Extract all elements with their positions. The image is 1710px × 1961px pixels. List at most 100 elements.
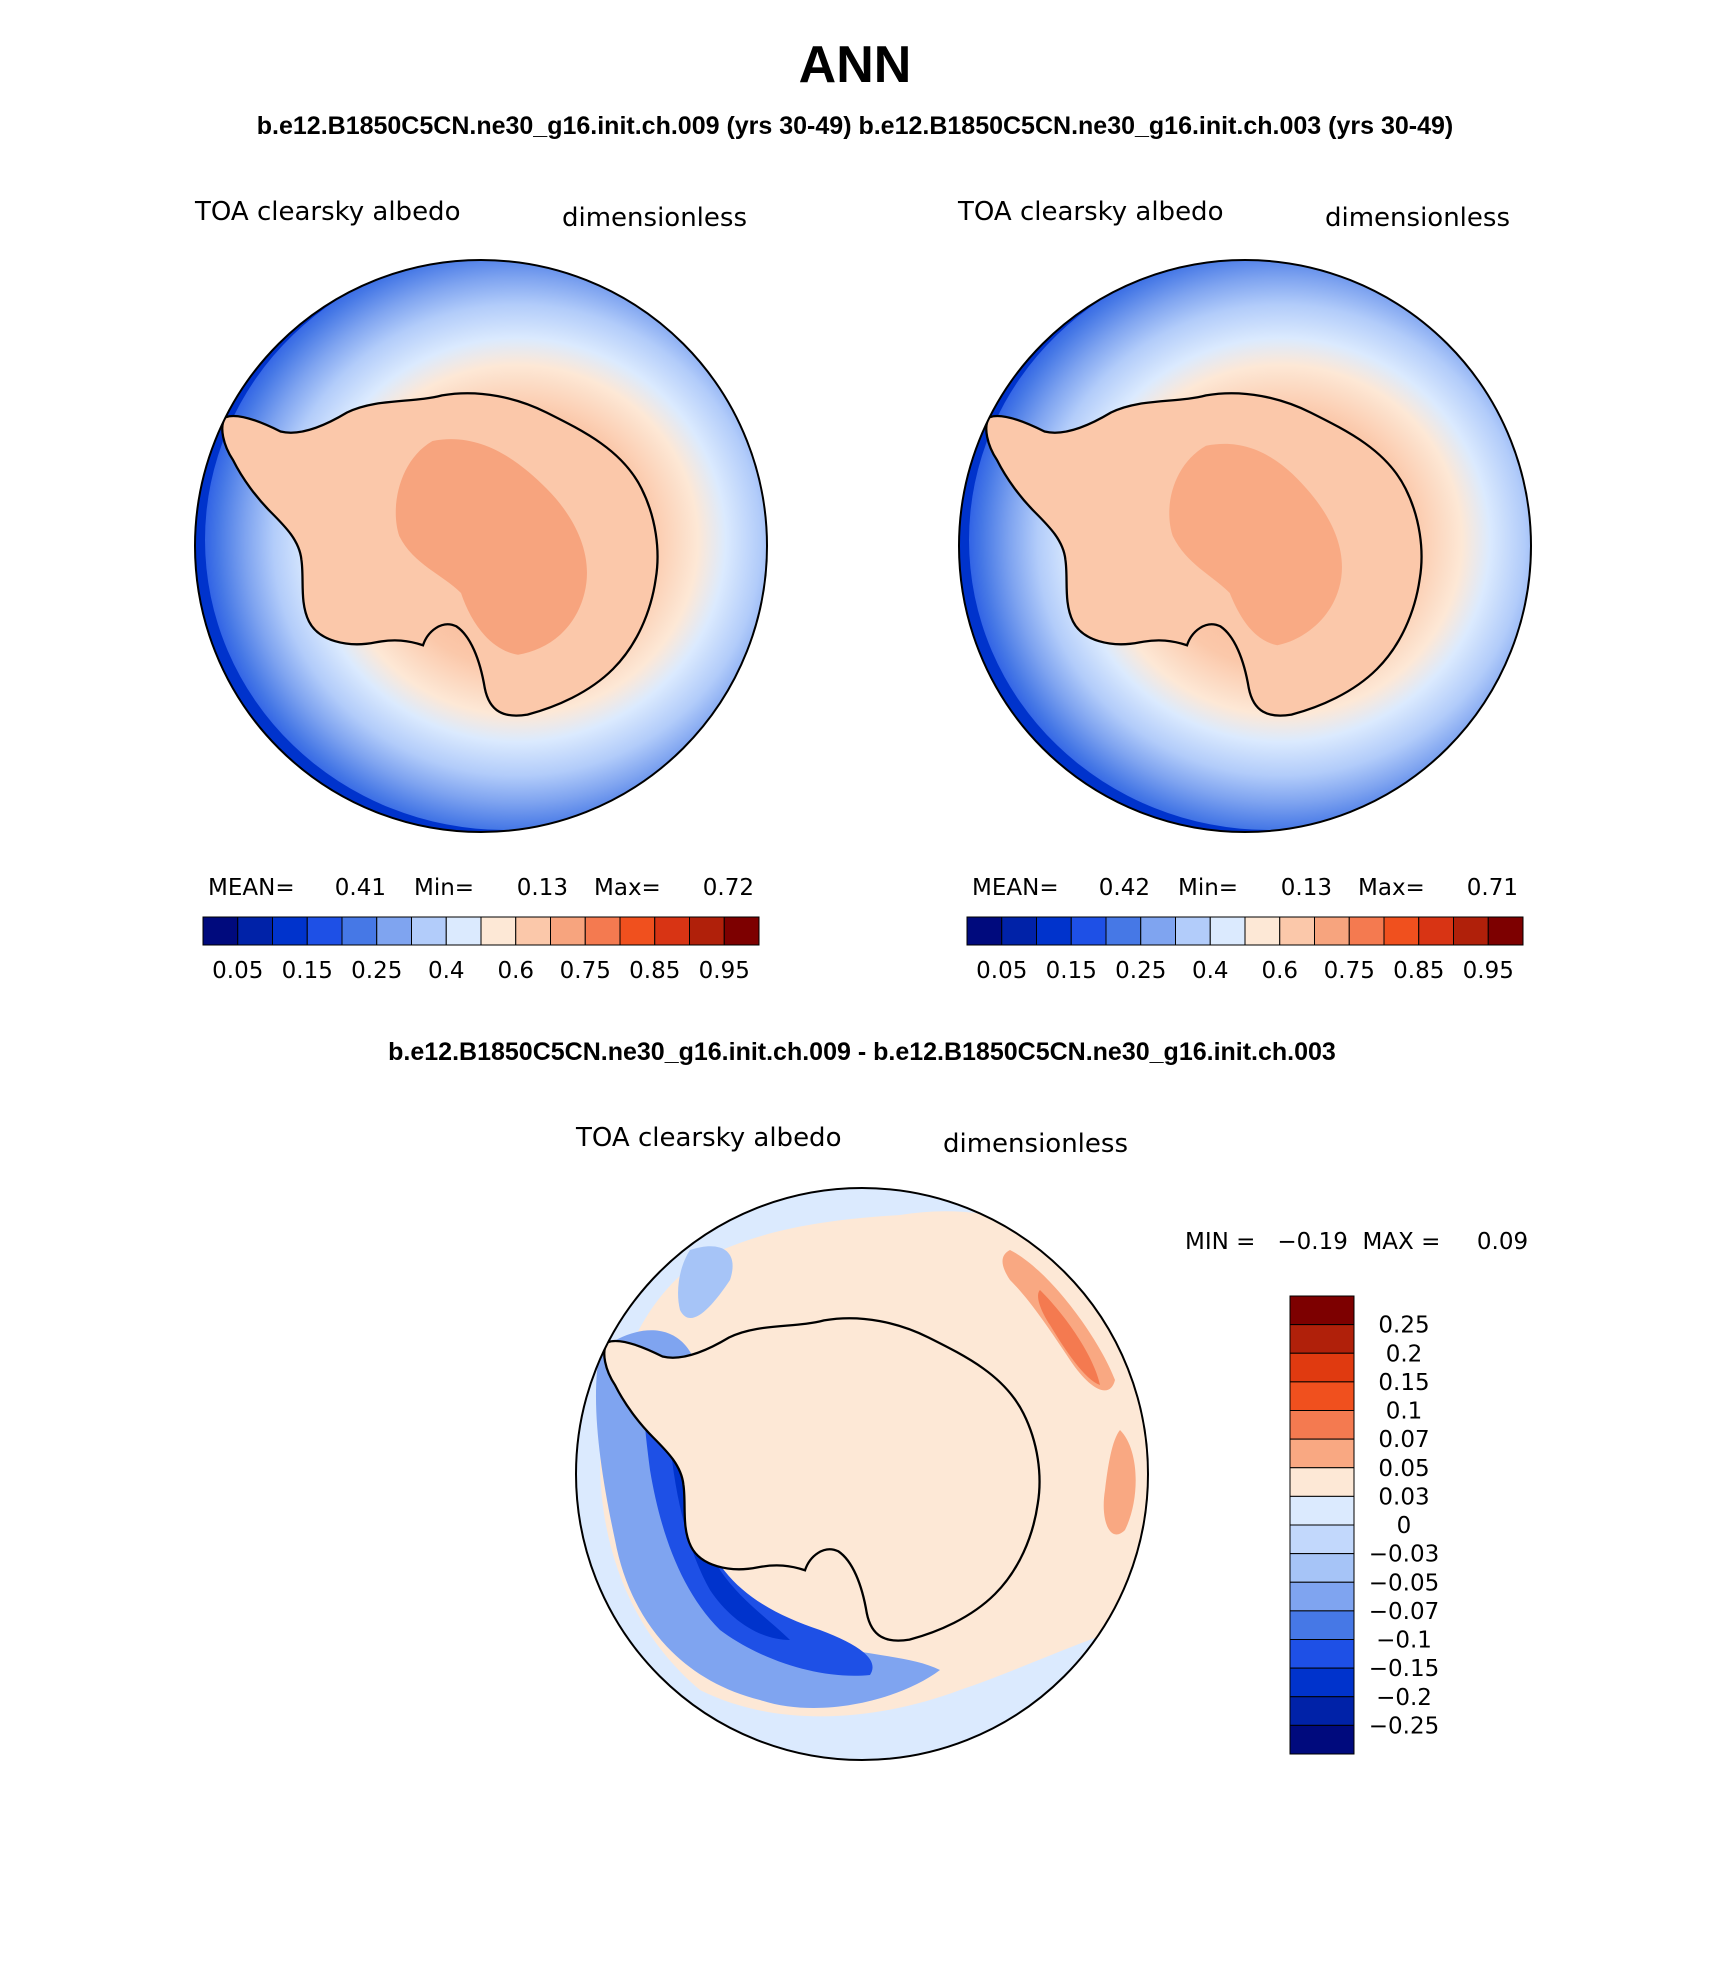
panel-b-colorbar-tick-label: 0.75 — [1324, 958, 1375, 984]
panel-b-colorbar-box — [1209, 916, 1246, 946]
svg-text:MEAN=: MEAN= — [972, 875, 1059, 901]
diff-colorbar-box — [1289, 1495, 1355, 1526]
panel-a-colorbar-box — [619, 916, 656, 946]
diff-colorbar-tick-label: −0.1 — [1376, 1628, 1432, 1654]
panel-a-colorbar-box — [237, 916, 273, 946]
diff-colorbar-box — [1289, 1553, 1355, 1583]
panel-a-colorbar-box — [480, 916, 517, 946]
panel-a-colorbar-tick-label: 0.85 — [629, 958, 680, 984]
diff-variable: TOA clearsky albedo — [575, 1123, 841, 1153]
panel-b-colorbar-box — [1279, 916, 1315, 946]
diff-colorbar-box — [1289, 1438, 1355, 1469]
diff-colorbar-tick-label: 0.05 — [1378, 1456, 1429, 1482]
diff-colorbar-box — [1289, 1295, 1355, 1326]
diff-stats: MIN = −0.19 MAX = 0.09 — [1185, 1229, 1528, 1255]
panel-a-map-border — [194, 259, 768, 833]
diff-colorbar-tick-label: 0.25 — [1378, 1313, 1429, 1339]
diff-colorbar-tick-label: −0.07 — [1369, 1599, 1439, 1625]
top-caption: b.e12.B1850C5CN.ne30_g16.init.ch.009 (yr… — [257, 112, 1453, 140]
panel-a-colorbar-box — [584, 916, 621, 946]
diff-colorbar-tick-label: −0.03 — [1369, 1542, 1439, 1568]
diff-colorbar-box — [1289, 1581, 1355, 1612]
panel-a-colorbar-tick-label: 0.15 — [282, 958, 333, 984]
svg-text:0.13: 0.13 — [1281, 875, 1332, 901]
panel-a-colorbar-tick-label: 0.05 — [212, 958, 263, 984]
panel-b-colorbar-box — [1314, 916, 1350, 946]
panel-a-colorbar-box — [689, 916, 725, 946]
panel-a-colorbar-box — [723, 916, 760, 946]
panel-b-colorbar-tick-label: 0.95 — [1463, 958, 1514, 984]
panel-a-colorbar-tick-label: 0.6 — [497, 958, 534, 984]
svg-text:Max=: Max= — [594, 875, 661, 901]
figure-title: ANN — [799, 36, 912, 94]
panel-a-colorbar-box — [654, 916, 690, 946]
diff-colorbar-box — [1289, 1524, 1355, 1555]
svg-text:0.41: 0.41 — [335, 875, 386, 901]
panel-a-colorbar-box — [306, 916, 343, 946]
panel-b-variable: TOA clearsky albedo — [957, 197, 1223, 227]
diff-colorbar-box — [1289, 1467, 1355, 1497]
panel-a-colorbar-box — [411, 916, 447, 946]
diff-colorbar-tick-label: 0 — [1397, 1513, 1412, 1539]
diff-colorbar-tick-label: −0.2 — [1376, 1685, 1432, 1711]
panel-b-map — [959, 260, 1531, 832]
diff-colorbar-box — [1289, 1324, 1355, 1354]
svg-text:0.13: 0.13 — [517, 875, 568, 901]
panel-b-colorbar-tick-label: 0.85 — [1393, 958, 1444, 984]
panel-a-colorbar-tick-label: 0.95 — [699, 958, 750, 984]
diff-colorbar-tick-label: −0.15 — [1369, 1656, 1439, 1682]
diff-panel: TOA clearsky albedo dimensionless MIN = … — [575, 1123, 1528, 1761]
panel-b-colorbar-box — [1001, 916, 1037, 946]
panel-a-colorbar-box — [445, 916, 482, 946]
panel-b-colorbar-tick-label: 0.25 — [1115, 958, 1166, 984]
diff-colorbar-box — [1289, 1410, 1355, 1440]
svg-text:MEAN=: MEAN= — [208, 875, 295, 901]
diff-colorbar-box — [1289, 1610, 1355, 1640]
diff-colorbar-box — [1289, 1352, 1355, 1383]
diff-colorbar-tick-label: 0.2 — [1386, 1341, 1423, 1367]
panel-b-colorbar-tick-label: 0.4 — [1192, 958, 1229, 984]
panel-a-colorbar-box — [515, 916, 551, 946]
panel-b-colorbar-box — [1070, 916, 1107, 946]
panel-a-colorbar-box — [550, 916, 586, 946]
diff-colorbar-tick-label: −0.25 — [1369, 1713, 1439, 1739]
panel-b-colorbar-box — [1348, 916, 1385, 946]
panel-b-colorbar-box — [1140, 916, 1176, 946]
svg-text:0.42: 0.42 — [1099, 875, 1150, 901]
diff-caption: b.e12.B1850C5CN.ne30_g16.init.ch.009 - b… — [388, 1038, 1336, 1066]
diff-colorbar: 0.250.2 0.15 0.10.07 0.050.03 0 −0.03−0.05 −0.… — [1289, 1295, 1439, 1755]
panel-a-units: dimensionless — [562, 203, 747, 233]
panel-b-map-border — [958, 259, 1532, 833]
diff-colorbar-tick-label: 0.07 — [1378, 1427, 1429, 1453]
panel-a-colorbar-tick-label: 0.4 — [428, 958, 465, 984]
svg-text:Min=: Min= — [1178, 875, 1238, 901]
diff-colorbar-tick-label: 0.15 — [1378, 1370, 1429, 1396]
diff-colorbar-tick-label: 0.1 — [1386, 1399, 1423, 1425]
panel-b-colorbar-box — [966, 916, 1003, 946]
panel-a-colorbar-tick-label: 0.75 — [560, 958, 611, 984]
panel-b-colorbar-box — [1244, 916, 1281, 946]
panel-a-colorbar-box — [202, 916, 239, 946]
panel-b-colorbar-tick-label: 0.15 — [1046, 958, 1097, 984]
panel-a-colorbar-tick-label: 0.25 — [351, 958, 402, 984]
svg-text:0.72: 0.72 — [703, 875, 754, 901]
panel-b-colorbar-box — [1175, 916, 1211, 946]
diff-colorbar-box — [1289, 1667, 1355, 1698]
panel-b-colorbar: 0.05 0.15 0.25 0.4 0.6 0.75 0.85 0.95 — [966, 916, 1524, 984]
diff-map-border — [575, 1187, 1149, 1761]
svg-text:Min=: Min= — [414, 875, 474, 901]
diff-colorbar-box — [1289, 1381, 1355, 1411]
panel-a-map — [195, 260, 767, 832]
panel-b-colorbar-box — [1383, 916, 1420, 946]
panel-b-colorbar-box — [1487, 916, 1524, 946]
svg-text:0.71: 0.71 — [1467, 875, 1518, 901]
panel-a-colorbar-box — [376, 916, 412, 946]
panel-b-colorbar-box — [1105, 916, 1142, 946]
panel-b-colorbar-tick-label: 0.05 — [976, 958, 1027, 984]
panel-a-colorbar-box — [341, 916, 378, 946]
panel-b-units: dimensionless — [1325, 203, 1510, 233]
diff-colorbar-box — [1289, 1639, 1355, 1669]
diff-colorbar-tick-label: 0.03 — [1378, 1484, 1429, 1510]
diff-colorbar-box — [1289, 1724, 1355, 1755]
